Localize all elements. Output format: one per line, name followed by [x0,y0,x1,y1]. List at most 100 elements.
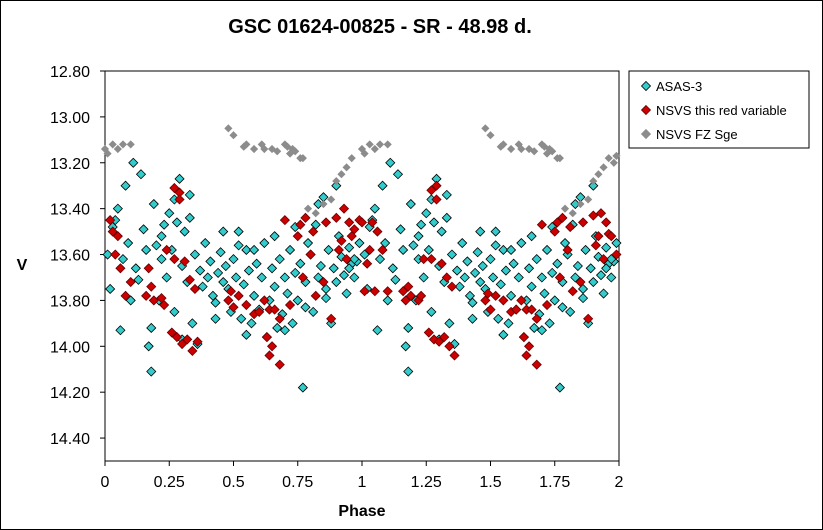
data-point [269,281,280,292]
data-point [248,290,260,301]
data-point [583,313,594,324]
data-point [210,313,221,324]
data-point [177,338,188,350]
data-point [475,226,486,237]
data-point [505,244,517,256]
data-point [395,224,406,235]
data-point [599,163,608,172]
data-point [174,173,185,184]
x-tick-label: 0.75 [282,474,313,491]
data-point [413,231,424,242]
data-point [166,327,177,338]
data-point [344,217,355,228]
data-point [241,299,252,311]
data-point [311,209,320,218]
y-tick-label: 14.40 [50,431,90,448]
data-point [439,332,450,343]
data-point [575,276,586,288]
data-point [530,147,539,156]
data-point [598,254,609,265]
data-point [225,286,236,297]
data-point [475,276,486,288]
data-point [385,157,396,168]
data-point [472,247,483,258]
data-point [365,140,374,149]
data-point [570,272,581,283]
data-point [138,224,149,235]
data-point [606,272,617,283]
data-point [609,158,618,167]
data-point [369,286,380,297]
data-point [344,242,355,253]
data-point [531,359,542,370]
data-point [236,313,247,324]
data-point [517,144,526,154]
data-point [536,325,547,336]
data-point [148,198,159,210]
y-tick-label: 14.00 [50,339,90,356]
data-point [593,231,604,242]
data-point [295,258,306,269]
data-point [300,212,311,223]
data-point [184,212,195,223]
data-point [318,276,329,288]
data-point [544,318,555,329]
data-point [500,265,511,276]
data-point [400,295,411,306]
data-point [210,297,221,308]
data-point [115,263,126,274]
data-point [588,276,599,288]
data-point [347,154,356,163]
data-point [327,195,336,204]
data-point [215,247,226,258]
data-point [431,194,442,205]
data-point [506,144,516,154]
data-point [331,180,342,191]
data-point [449,350,460,361]
data-point [112,203,123,214]
data-point [426,185,437,196]
data-point [169,306,180,317]
data-point [346,231,357,242]
data-point [486,131,495,140]
data-point [156,254,167,265]
data-point [511,304,522,315]
data-point [431,180,442,191]
data-point [516,237,527,249]
data-point [568,209,577,218]
data-point [117,254,129,265]
data-point [298,154,307,163]
data-point [403,366,414,377]
data-point [174,194,185,205]
data-point [349,254,360,265]
data-point [344,263,355,274]
data-point [548,147,557,156]
data-point [229,131,238,140]
data-point [220,260,231,272]
data-point [146,281,157,292]
y-tick-label: 13.80 [50,293,90,310]
data-point [513,272,524,283]
y-tick-label: 14.20 [50,385,90,402]
data-point [593,251,604,262]
data-point [260,144,269,154]
x-tick-label: 0.25 [154,474,185,491]
data-point [598,288,609,299]
data-point [161,244,172,256]
y-tick-label: 13.00 [50,110,90,127]
data-point [103,149,112,158]
data-point [182,334,193,345]
data-point [387,263,398,274]
data-point [156,231,167,242]
data-point [359,249,370,260]
data-point [490,290,501,301]
data-point [539,288,550,299]
data-point [523,263,535,274]
data-point [416,290,427,301]
data-point [444,318,455,329]
data-point [197,281,208,292]
data-point [113,144,122,154]
data-point [303,204,313,213]
plot-area [104,70,620,462]
data-point [319,199,328,209]
